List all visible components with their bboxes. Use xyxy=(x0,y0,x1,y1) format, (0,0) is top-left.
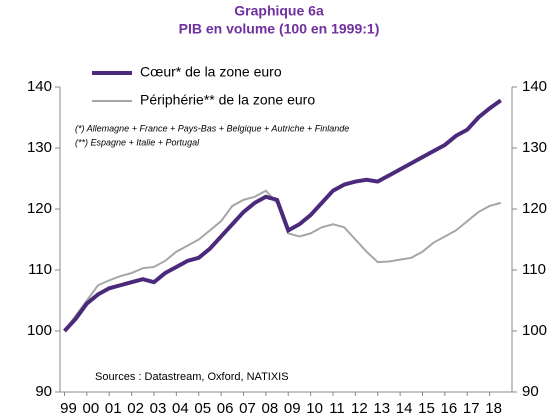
x-tick-label: 05 xyxy=(194,400,211,417)
y-tick-label: 140 xyxy=(27,78,52,95)
series-line xyxy=(63,98,502,333)
x-tick-label: 01 xyxy=(105,400,122,417)
y2-tick-label: 130 xyxy=(522,139,547,156)
note: (**) Espagne + Italie + Portugal xyxy=(75,137,200,147)
legend-label: Cœur* de la zone euro xyxy=(140,64,282,80)
x-tick-label: 00 xyxy=(83,400,100,417)
x-tick-label: 14 xyxy=(396,400,413,417)
y-tick-label: 130 xyxy=(27,139,52,156)
x-tick-label: 99 xyxy=(60,400,77,417)
note: (*) Allemagne + France + Pays-Bas + Belg… xyxy=(75,123,349,133)
x-tick-label: 04 xyxy=(172,400,189,417)
x-tick-label: 18 xyxy=(485,400,502,417)
y2-tick-label: 90 xyxy=(522,383,539,400)
x-tick-label: 15 xyxy=(418,400,435,417)
y2-tick-label: 110 xyxy=(522,261,546,278)
y-tick-label: 90 xyxy=(35,383,52,400)
x-tick-label: 10 xyxy=(306,400,323,417)
x-tick-label: 16 xyxy=(441,400,458,417)
x-tick-label: 06 xyxy=(217,400,234,417)
y-tick-label: 120 xyxy=(27,200,52,217)
x-tick-label: 08 xyxy=(262,400,279,417)
chart-title: Graphique 6a xyxy=(234,3,324,19)
x-tick-label: 02 xyxy=(127,400,144,417)
x-tick-label: 13 xyxy=(373,400,390,417)
x-tick-label: 07 xyxy=(239,400,256,417)
legend-label: Périphérie** de la zone euro xyxy=(140,92,315,108)
y2-tick-label: 100 xyxy=(522,322,547,339)
y2-tick-label: 140 xyxy=(522,78,547,95)
y-tick-label: 110 xyxy=(28,261,52,278)
x-tick-label: 03 xyxy=(150,400,167,417)
y2-tick-label: 120 xyxy=(522,200,547,217)
source: Sources : Datastream, Oxford, NATIXIS xyxy=(95,371,289,383)
x-tick-label: 11 xyxy=(329,400,345,417)
chart-subtitle: PIB en volume (100 en 1999:1) xyxy=(179,21,380,37)
x-tick-label: 17 xyxy=(463,400,480,417)
x-tick-label: 12 xyxy=(351,400,368,417)
x-tick-label: 09 xyxy=(284,400,301,417)
y-tick-label: 100 xyxy=(27,322,52,339)
